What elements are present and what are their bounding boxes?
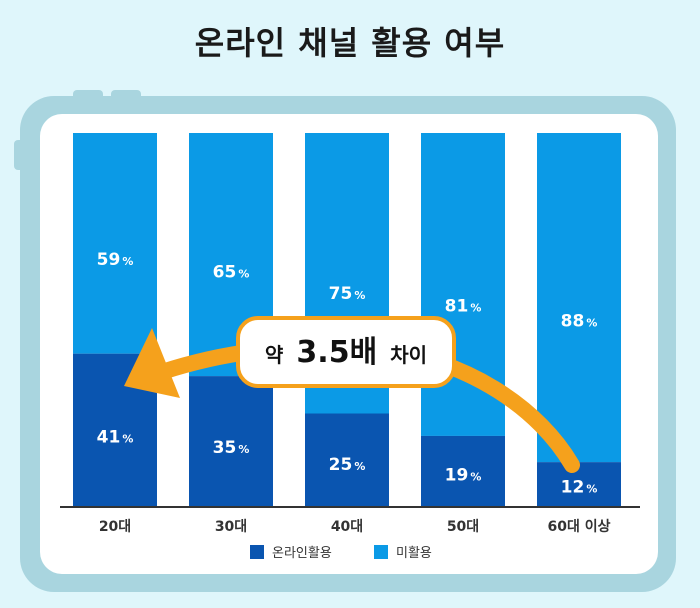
label-online-2: 35% [213, 438, 250, 458]
frame-side-tab [14, 140, 24, 170]
category-label-4: 50대 [447, 519, 479, 535]
label-not-used-1: 59% [97, 250, 134, 270]
label-not-used-3: 75% [329, 284, 366, 304]
comparison-arrowhead [124, 328, 180, 398]
bar-online-2 [189, 376, 273, 507]
callout-value: 3.5배 [296, 335, 377, 370]
bar-online-4 [421, 435, 505, 507]
bar-online-3 [305, 413, 389, 507]
bar-not-used-1 [73, 133, 157, 354]
legend-swatch-online [250, 545, 264, 559]
page-title: 온라인 채널 활용 여부 [194, 24, 506, 62]
category-label-2: 30대 [215, 519, 247, 535]
callout-suffix: 차이 [390, 343, 427, 367]
legend-label-not-used: 미활용 [396, 546, 432, 561]
label-online-4: 19% [445, 465, 482, 485]
category-labels-group: 20대 30대 40대 50대 60대 이상 [99, 518, 611, 535]
bar-not-used-5 [537, 133, 621, 463]
legend-label-online: 온라인활용 [272, 546, 332, 561]
bar-online-5 [537, 462, 621, 507]
label-not-used-2: 65% [213, 263, 250, 283]
label-not-used-4: 81% [445, 297, 482, 317]
label-online-3: 25% [329, 455, 366, 475]
svg-text:약 3.5배 차이: 약 3.5배 차이 [265, 335, 427, 370]
frame-tab-right [111, 90, 141, 100]
legend: 온라인활용 미활용 [250, 545, 432, 561]
frame-tab-left [73, 90, 103, 100]
category-label-1: 20대 [99, 519, 131, 535]
callout-prefix: 약 [265, 343, 284, 367]
label-not-used-5: 88% [561, 312, 598, 332]
label-online-1: 41% [97, 427, 134, 447]
label-online-5: 12% [561, 477, 598, 497]
callout-box: 약 3.5배 차이 [236, 316, 456, 388]
category-label-3: 40대 [331, 519, 363, 535]
legend-swatch-not-used [374, 545, 388, 559]
category-label-5: 60대 이상 [548, 518, 611, 535]
